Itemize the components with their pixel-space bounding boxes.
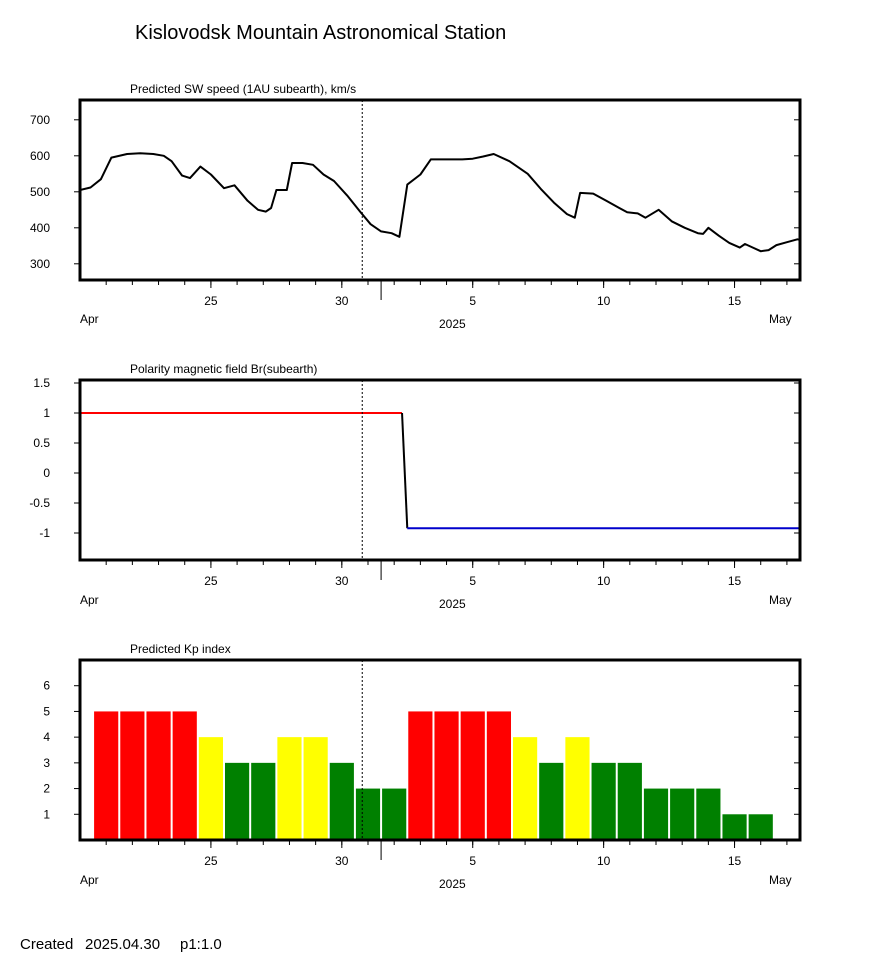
polarity-month-left: Apr [80, 593, 99, 607]
kp-ytick-label: 2 [43, 782, 50, 796]
kp-bar [670, 788, 695, 840]
polarity-panel: Polarity magnetic field Br(subearth) Apr… [29, 362, 802, 611]
sw-speed-xtick-label: 30 [335, 294, 349, 308]
kp-title: Predicted Kp index [130, 642, 231, 656]
kp-bar [460, 711, 485, 840]
page-code: p1:1.0 [180, 936, 222, 953]
sw-speed-line [80, 152, 800, 253]
polarity-ytick-label: -1 [39, 526, 50, 540]
polarity-ytick-label: 0.5 [33, 436, 50, 450]
kp-bar [434, 711, 459, 840]
kp-bar [643, 788, 669, 840]
polarity-plot-area [80, 412, 800, 530]
polarity-ytick-label: 0 [43, 466, 50, 480]
footer: Created 2025.04.30 p1:1.0 [20, 936, 222, 953]
created-date: 2025.04.30 [85, 936, 160, 953]
kp-plot-area [94, 711, 773, 840]
kp-xtick-label: 30 [335, 854, 349, 868]
kp-bar [513, 737, 538, 840]
kp-bar [722, 814, 747, 840]
polarity-title: Polarity magnetic field Br(subearth) [130, 362, 317, 376]
polarity-xtick-label: 5 [469, 574, 476, 588]
kp-bar [251, 762, 276, 840]
sw-speed-xtick-label: 15 [728, 294, 742, 308]
kp-bar [94, 711, 119, 840]
kp-xtick-label: 25 [204, 854, 218, 868]
sw-speed-year: 2025 [439, 317, 466, 331]
sw-speed-ytick-label: 700 [30, 113, 50, 127]
sw-speed-ytick-label: 500 [30, 185, 50, 199]
kp-year: 2025 [439, 877, 466, 891]
kp-index-panel: Predicted Kp index Apr 2025 May 1 2 3 4 5 6 25… [43, 642, 802, 891]
sw-speed-frame [78, 98, 802, 282]
kp-bar [408, 711, 433, 840]
sw-speed-ytick-label: 600 [30, 149, 50, 163]
kp-frame [78, 658, 802, 842]
kp-xtick-label: 15 [728, 854, 742, 868]
polarity-segment [401, 412, 409, 529]
page-title: Kislovodsk Mountain Astronomical Station [135, 22, 506, 44]
polarity-ytick-label: 1 [43, 406, 50, 420]
sw-speed-xtick-label: 10 [597, 294, 611, 308]
polarity-year: 2025 [439, 597, 466, 611]
sw-speed-xtick-label: 25 [204, 294, 218, 308]
sw-speed-ytick-label: 400 [30, 221, 50, 235]
kp-bar [198, 737, 223, 840]
polarity-xtick-label: 15 [728, 574, 742, 588]
created-label: Created [20, 936, 73, 953]
kp-bar [382, 788, 407, 840]
kp-ytick-label: 5 [43, 704, 50, 718]
polarity-ytick-label: -0.5 [29, 496, 50, 510]
polarity-ytick-label: 1.5 [33, 376, 50, 390]
sw-speed-panel: Predicted SW speed (1AU subearth), km/s … [30, 82, 802, 331]
kp-bar [486, 711, 511, 840]
kp-bar [277, 737, 302, 840]
kp-ytick-label: 1 [43, 807, 50, 821]
kp-ytick-label: 6 [43, 679, 50, 693]
kp-bar [303, 737, 328, 840]
sw-speed-month-left: Apr [80, 312, 99, 326]
kp-bar [355, 788, 381, 840]
sw-speed-month-right: May [769, 312, 792, 326]
kp-bar [146, 711, 171, 840]
kp-bar [172, 711, 197, 840]
polarity-xtick-label: 25 [204, 574, 218, 588]
kp-bar [696, 788, 721, 840]
kp-xtick-label: 5 [469, 854, 476, 868]
polarity-xtick-label: 30 [335, 574, 349, 588]
kp-bar [225, 762, 250, 840]
kp-bar [120, 711, 145, 840]
kp-ytick-label: 4 [43, 730, 50, 744]
polarity-frame [78, 378, 802, 562]
kp-bar [565, 737, 590, 840]
kp-bar [329, 762, 354, 840]
kp-bar [617, 762, 642, 840]
sw-speed-title: Predicted SW speed (1AU subearth), km/s [130, 82, 356, 96]
kp-bar [539, 762, 564, 840]
kp-month-left: Apr [80, 873, 99, 887]
polarity-month-right: May [769, 593, 792, 607]
kp-bar [748, 814, 773, 840]
kp-month-right: May [769, 873, 792, 887]
polarity-xtick-label: 10 [597, 574, 611, 588]
sw-speed-plot-area [80, 152, 800, 253]
kp-xtick-label: 10 [597, 854, 611, 868]
kp-bar [591, 762, 616, 840]
sw-speed-ytick-label: 300 [30, 257, 50, 271]
kp-ytick-label: 3 [43, 756, 50, 770]
sw-speed-xtick-label: 5 [469, 294, 476, 308]
